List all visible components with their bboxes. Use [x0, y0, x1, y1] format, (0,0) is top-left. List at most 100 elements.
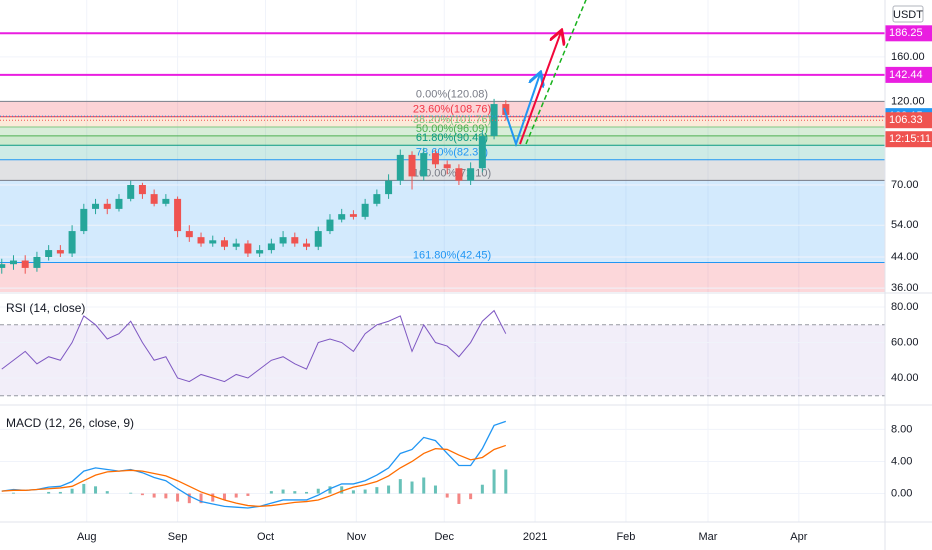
green-trend-line [525, 0, 587, 145]
fib-label: 161.80%(42.45) [413, 249, 491, 261]
rsi-legend: RSI (14, close) [6, 301, 85, 315]
candle-body [385, 180, 393, 195]
line-price-tag: 142.44 [889, 69, 923, 81]
candle-body [396, 154, 404, 181]
macd-histogram-bar [316, 488, 320, 494]
y-tick-label: 0.00 [891, 487, 912, 499]
macd-histogram-bar [222, 493, 226, 500]
macd-histogram-bar [199, 493, 203, 504]
macd-histogram-bar [480, 484, 484, 494]
macd-histogram-bar [164, 493, 168, 499]
fib-label: 38.20%(101.76) [413, 114, 491, 126]
x-tick-label: Apr [790, 531, 807, 543]
candle-body [502, 104, 510, 115]
candle-body [162, 198, 170, 204]
macd-histogram-bar [492, 469, 496, 494]
blue-arrow [503, 74, 540, 148]
candle-body [45, 250, 53, 257]
macd-histogram-bar [105, 491, 109, 494]
candle-body [478, 136, 486, 169]
macd-histogram-bar [387, 485, 391, 494]
macd-histogram-bar [129, 492, 133, 494]
candle-body [244, 243, 252, 254]
line-price-tag-bg [885, 66, 932, 83]
candle-body [431, 153, 439, 165]
macd-histogram-bar [187, 493, 191, 504]
candle-body [103, 203, 111, 209]
macd-histogram-bar [47, 491, 51, 494]
x-tick-label: Aug [77, 531, 97, 543]
currency-box [892, 5, 924, 23]
y-tick-label: 54.00 [891, 219, 919, 231]
countdown-tag-bg [885, 131, 932, 148]
line-price-tag: 186.25 [889, 27, 923, 39]
macd-histogram-bar [457, 493, 461, 504]
candle-body [33, 256, 41, 268]
macd-histogram-bar [328, 486, 332, 494]
macd-histogram-bar [340, 486, 344, 494]
candle-body [115, 198, 123, 209]
plot-area: 0.00%(120.08) 23.60%(108.76)38.20%(101.76… [0, 0, 885, 522]
y-tick-label: 44.00 [891, 251, 919, 263]
macd-histogram-bar [152, 493, 156, 498]
x-tick-label: Sep [168, 531, 188, 543]
macd-histogram-bar [433, 485, 437, 494]
x-tick-label: Oct [257, 531, 274, 543]
macd-line [1, 420, 507, 509]
price-tag: 106.33 [889, 114, 923, 126]
macd-histogram-bar [82, 483, 86, 494]
candle-body [338, 214, 346, 220]
fib-label: 50.00%(96.09) [416, 123, 488, 135]
x-tick-label: Nov [347, 531, 367, 543]
candle-body [455, 168, 463, 181]
y-tick-label: 80.00 [891, 301, 919, 313]
y-tick-label: 60.00 [891, 336, 919, 348]
macd-histogram-bar [293, 491, 297, 494]
macd-histogram-bar [422, 477, 426, 494]
line-price-tag-bg [885, 25, 932, 42]
candle-body [174, 198, 182, 232]
macd-histogram-bar [375, 487, 379, 494]
x-tick-label: Mar [699, 531, 718, 543]
candle-body [303, 243, 311, 247]
candle-body [21, 260, 29, 268]
macd-histogram-bar [469, 493, 473, 500]
drawings [503, 0, 587, 148]
macd-legend: MACD (12, 26, close, 9) [6, 416, 134, 430]
macd-histogram-bar [363, 489, 367, 494]
macd-histogram-bar [246, 493, 250, 496]
macd-line [1, 444, 507, 508]
fib-zone [0, 101, 885, 117]
rsi-band [0, 324, 885, 396]
x-tick-label: Feb [616, 531, 635, 543]
macd-histogram-bar [269, 491, 273, 494]
y-tick-label: 36.00 [891, 282, 919, 294]
candle-body [467, 168, 475, 181]
macd-histogram-bar [140, 493, 144, 496]
fib-zone [0, 180, 885, 263]
candle-body [420, 153, 428, 177]
y-tick-label: 40.00 [891, 372, 919, 384]
macd-histogram-bar [281, 489, 285, 494]
y-tick-label: 120.00 [891, 95, 925, 107]
candle-body [232, 243, 240, 247]
candle-body [314, 231, 322, 247]
macd-histogram-bar [504, 469, 508, 494]
fib-zone [0, 159, 885, 181]
candle-body [197, 237, 205, 244]
x-tick-label: Dec [434, 531, 454, 543]
macd-histogram-bar [234, 493, 238, 498]
y-tick-label: 70.00 [891, 179, 919, 191]
candle-body [490, 104, 498, 137]
candle-body [361, 203, 369, 217]
currency-label: USDT [893, 9, 923, 21]
fib-zone [0, 127, 885, 136]
candle-body [326, 219, 334, 232]
candle-body [279, 237, 287, 244]
candle-body [185, 231, 193, 238]
macd-histogram-bar [351, 490, 355, 494]
fib-zone [0, 145, 885, 160]
candle-body [349, 214, 357, 217]
candle-body [138, 184, 146, 195]
fib-zone [0, 135, 885, 146]
